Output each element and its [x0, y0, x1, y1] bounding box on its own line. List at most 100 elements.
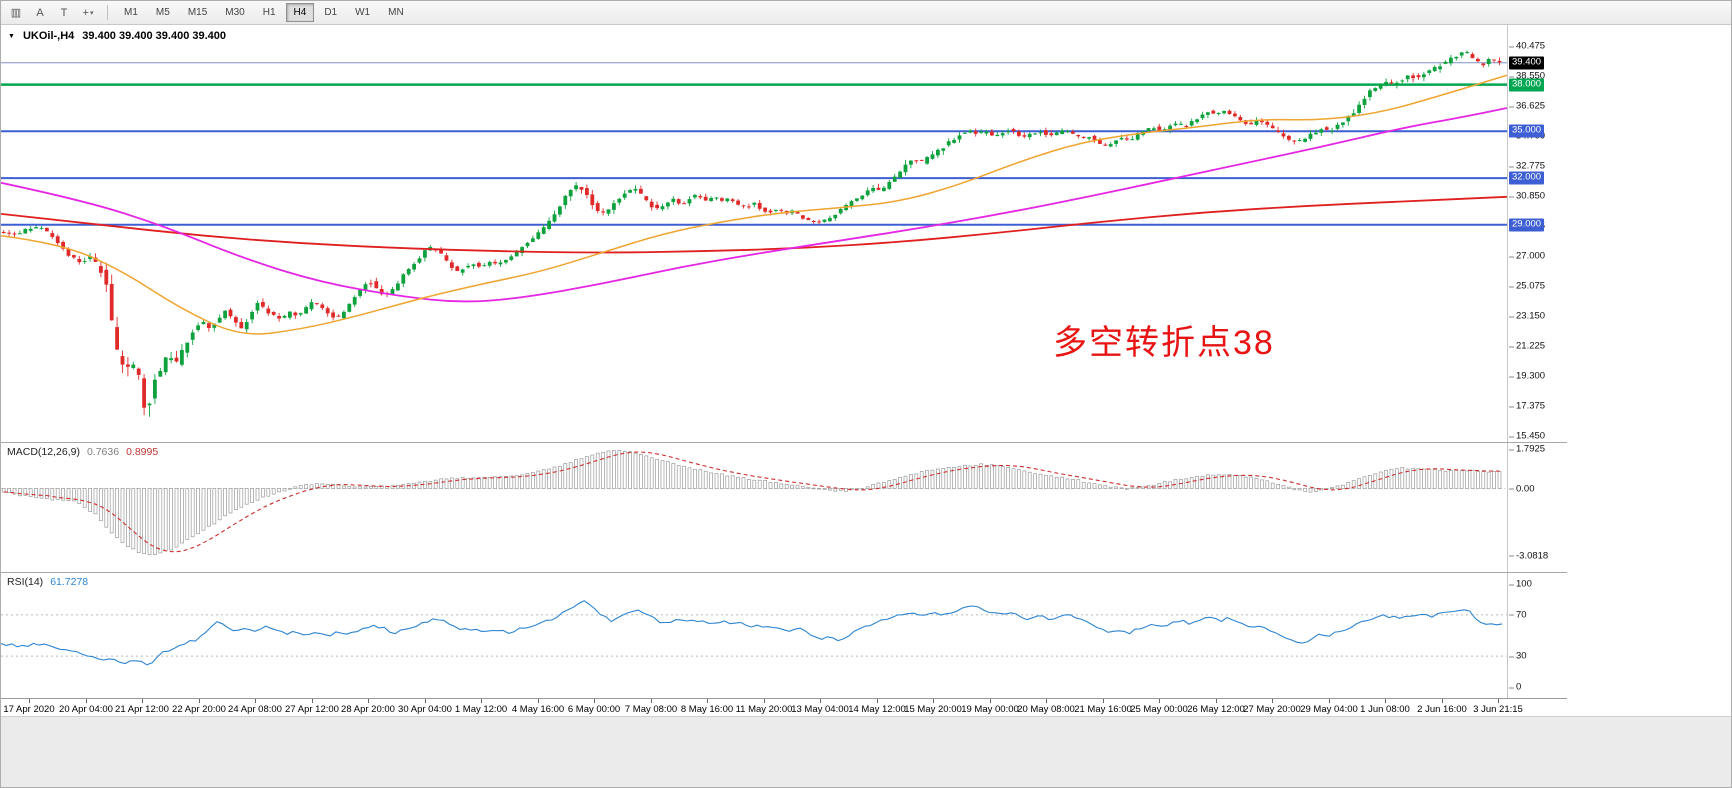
- price-tick-label: 40.475: [1508, 40, 1546, 52]
- timeframe-m1-button[interactable]: M1: [124, 7, 138, 18]
- chart-annotation-text[interactable]: 多空转折点38: [1053, 324, 1275, 362]
- candle-body: [487, 261, 492, 266]
- rsi-label-row: RSI(14) 61.7278: [7, 576, 88, 588]
- price-tick-label: 19.300: [1508, 370, 1546, 382]
- macd-histogram-bar: [261, 488, 265, 498]
- candle-body: [644, 196, 649, 201]
- price-axis[interactable]: 40.47538.55036.62534.70032.77530.85028.9…: [1507, 25, 1567, 442]
- timeframe-m5-button[interactable]: M5: [155, 7, 170, 18]
- macd-axis-label: 0.00: [1509, 483, 1535, 494]
- candle-body: [1378, 84, 1383, 89]
- candle-body: [887, 181, 892, 189]
- time-tick-label: 6 May 00:00: [567, 704, 621, 715]
- candle-body: [952, 139, 956, 143]
- macd-histogram-bar: [207, 488, 211, 527]
- candle-body: [244, 322, 249, 330]
- macd-histogram-bar: [1486, 471, 1491, 489]
- time-tick-label: 25 May 00:00: [1130, 704, 1188, 715]
- time-tick-label: 22 Apr 20:00: [172, 704, 226, 715]
- macd-chart[interactable]: [1, 443, 1507, 572]
- macd-axis[interactable]: 1.7925 0.00 -3.0818: [1507, 443, 1567, 572]
- candle-body: [1017, 131, 1021, 136]
- time-tick-label: 27 Apr 12:00: [285, 704, 339, 715]
- price-level-label[interactable]: 29.000: [1509, 218, 1545, 232]
- macd-histogram-bar: [352, 486, 357, 489]
- candle-body: [520, 247, 524, 253]
- macd-histogram-bar: [147, 488, 152, 555]
- rsi-axis-label: 100: [1509, 578, 1532, 590]
- candle-body: [795, 211, 800, 214]
- time-tick-label: 14 May 12:00: [848, 704, 906, 715]
- macd-histogram-bar: [531, 471, 535, 489]
- candle-body: [45, 227, 49, 232]
- macd-histogram-bar: [293, 486, 298, 489]
- timeframe-h4-button[interactable]: H4: [285, 3, 315, 22]
- time-tick-label: 13 May 04:00: [791, 704, 849, 715]
- macd-histogram-bar: [833, 488, 838, 492]
- macd-histogram-bar: [433, 479, 438, 489]
- crosshair-tool-icon[interactable]: + ▾: [77, 3, 99, 23]
- rsi-axis[interactable]: 100 70 30 0: [1507, 573, 1567, 698]
- macd-histogram-bar: [882, 481, 886, 489]
- macd-histogram-bar: [1243, 476, 1248, 489]
- charts-grid-icon[interactable]: ▥: [5, 3, 27, 23]
- price-level-label[interactable]: 38.000: [1509, 78, 1545, 92]
- candle-body: [66, 248, 71, 256]
- macd-histogram-bar: [450, 477, 454, 489]
- candle-body: [282, 315, 287, 318]
- timeframe-w1-button[interactable]: W1: [355, 7, 371, 18]
- timeframe-d1-button[interactable]: D1: [324, 7, 338, 18]
- candle-body: [320, 304, 325, 308]
- candle-body: [1470, 54, 1475, 59]
- timeframe-h1-button[interactable]: H1: [262, 7, 276, 18]
- candle-body: [201, 322, 206, 325]
- text-tool-icon[interactable]: T: [53, 3, 75, 23]
- candle-body: [423, 250, 427, 258]
- candle-body: [309, 302, 314, 310]
- candle-body: [1297, 140, 1302, 141]
- price-tick-label: 15.450: [1508, 430, 1546, 442]
- candle-body: [163, 357, 168, 373]
- candle-body: [1330, 130, 1334, 132]
- candle-body: [1184, 126, 1189, 127]
- macd-histogram-bar: [1411, 467, 1415, 489]
- symbol-ohlc-label: ▼ UKOil-,H4 39.400 39.400 39.400 39.400: [8, 30, 226, 42]
- candle-body: [774, 209, 778, 211]
- main-chart[interactable]: [1, 25, 1507, 442]
- rsi-chart[interactable]: [1, 573, 1507, 698]
- macd-histogram-bar: [1389, 468, 1394, 489]
- rsi-line: [1, 600, 1503, 666]
- symbol-dropdown-arrow-icon[interactable]: ▼: [8, 33, 15, 40]
- time-tick: [312, 699, 313, 703]
- candle-body: [104, 269, 109, 285]
- macd-histogram-bar: [471, 477, 476, 489]
- price-level-label[interactable]: 35.000: [1509, 124, 1545, 138]
- panel-splitter-macd[interactable]: [1, 442, 1567, 443]
- candle-body: [1054, 132, 1059, 136]
- candle-body: [957, 135, 962, 140]
- macd-histogram-bar: [795, 484, 800, 489]
- candle-body: [1200, 114, 1205, 119]
- time-tick-label: 21 May 16:00: [1074, 704, 1132, 715]
- candle-body: [1189, 121, 1194, 126]
- macd-histogram-bar: [1227, 473, 1232, 489]
- time-tick-label: 3 Jun 21:15: [1473, 704, 1523, 715]
- price-level-label[interactable]: 32.000: [1509, 171, 1545, 185]
- candle-body: [1135, 133, 1140, 140]
- macd-histogram-bar: [568, 462, 573, 489]
- candle-body: [1065, 131, 1070, 133]
- macd-histogram-bar: [1011, 468, 1016, 489]
- candle-body: [1492, 59, 1496, 61]
- macd-histogram-bar: [1022, 470, 1027, 489]
- macd-histogram-bar: [1108, 486, 1113, 489]
- timeframe-mn-button[interactable]: MN: [388, 7, 404, 18]
- time-axis[interactable]: 17 Apr 2020 20 Apr 04:00 21 Apr 12:00 22 Ap…: [1, 698, 1567, 716]
- cursor-tool-icon[interactable]: A: [29, 3, 51, 23]
- macd-histogram-bar: [498, 476, 503, 489]
- macd-histogram-bar: [547, 468, 551, 489]
- timeframe-m15-button[interactable]: M15: [187, 7, 208, 18]
- panel-splitter-rsi[interactable]: [1, 572, 1567, 573]
- candle-body: [266, 308, 271, 314]
- macd-histogram-bar: [973, 464, 978, 489]
- timeframe-m30-button[interactable]: M30: [225, 7, 245, 18]
